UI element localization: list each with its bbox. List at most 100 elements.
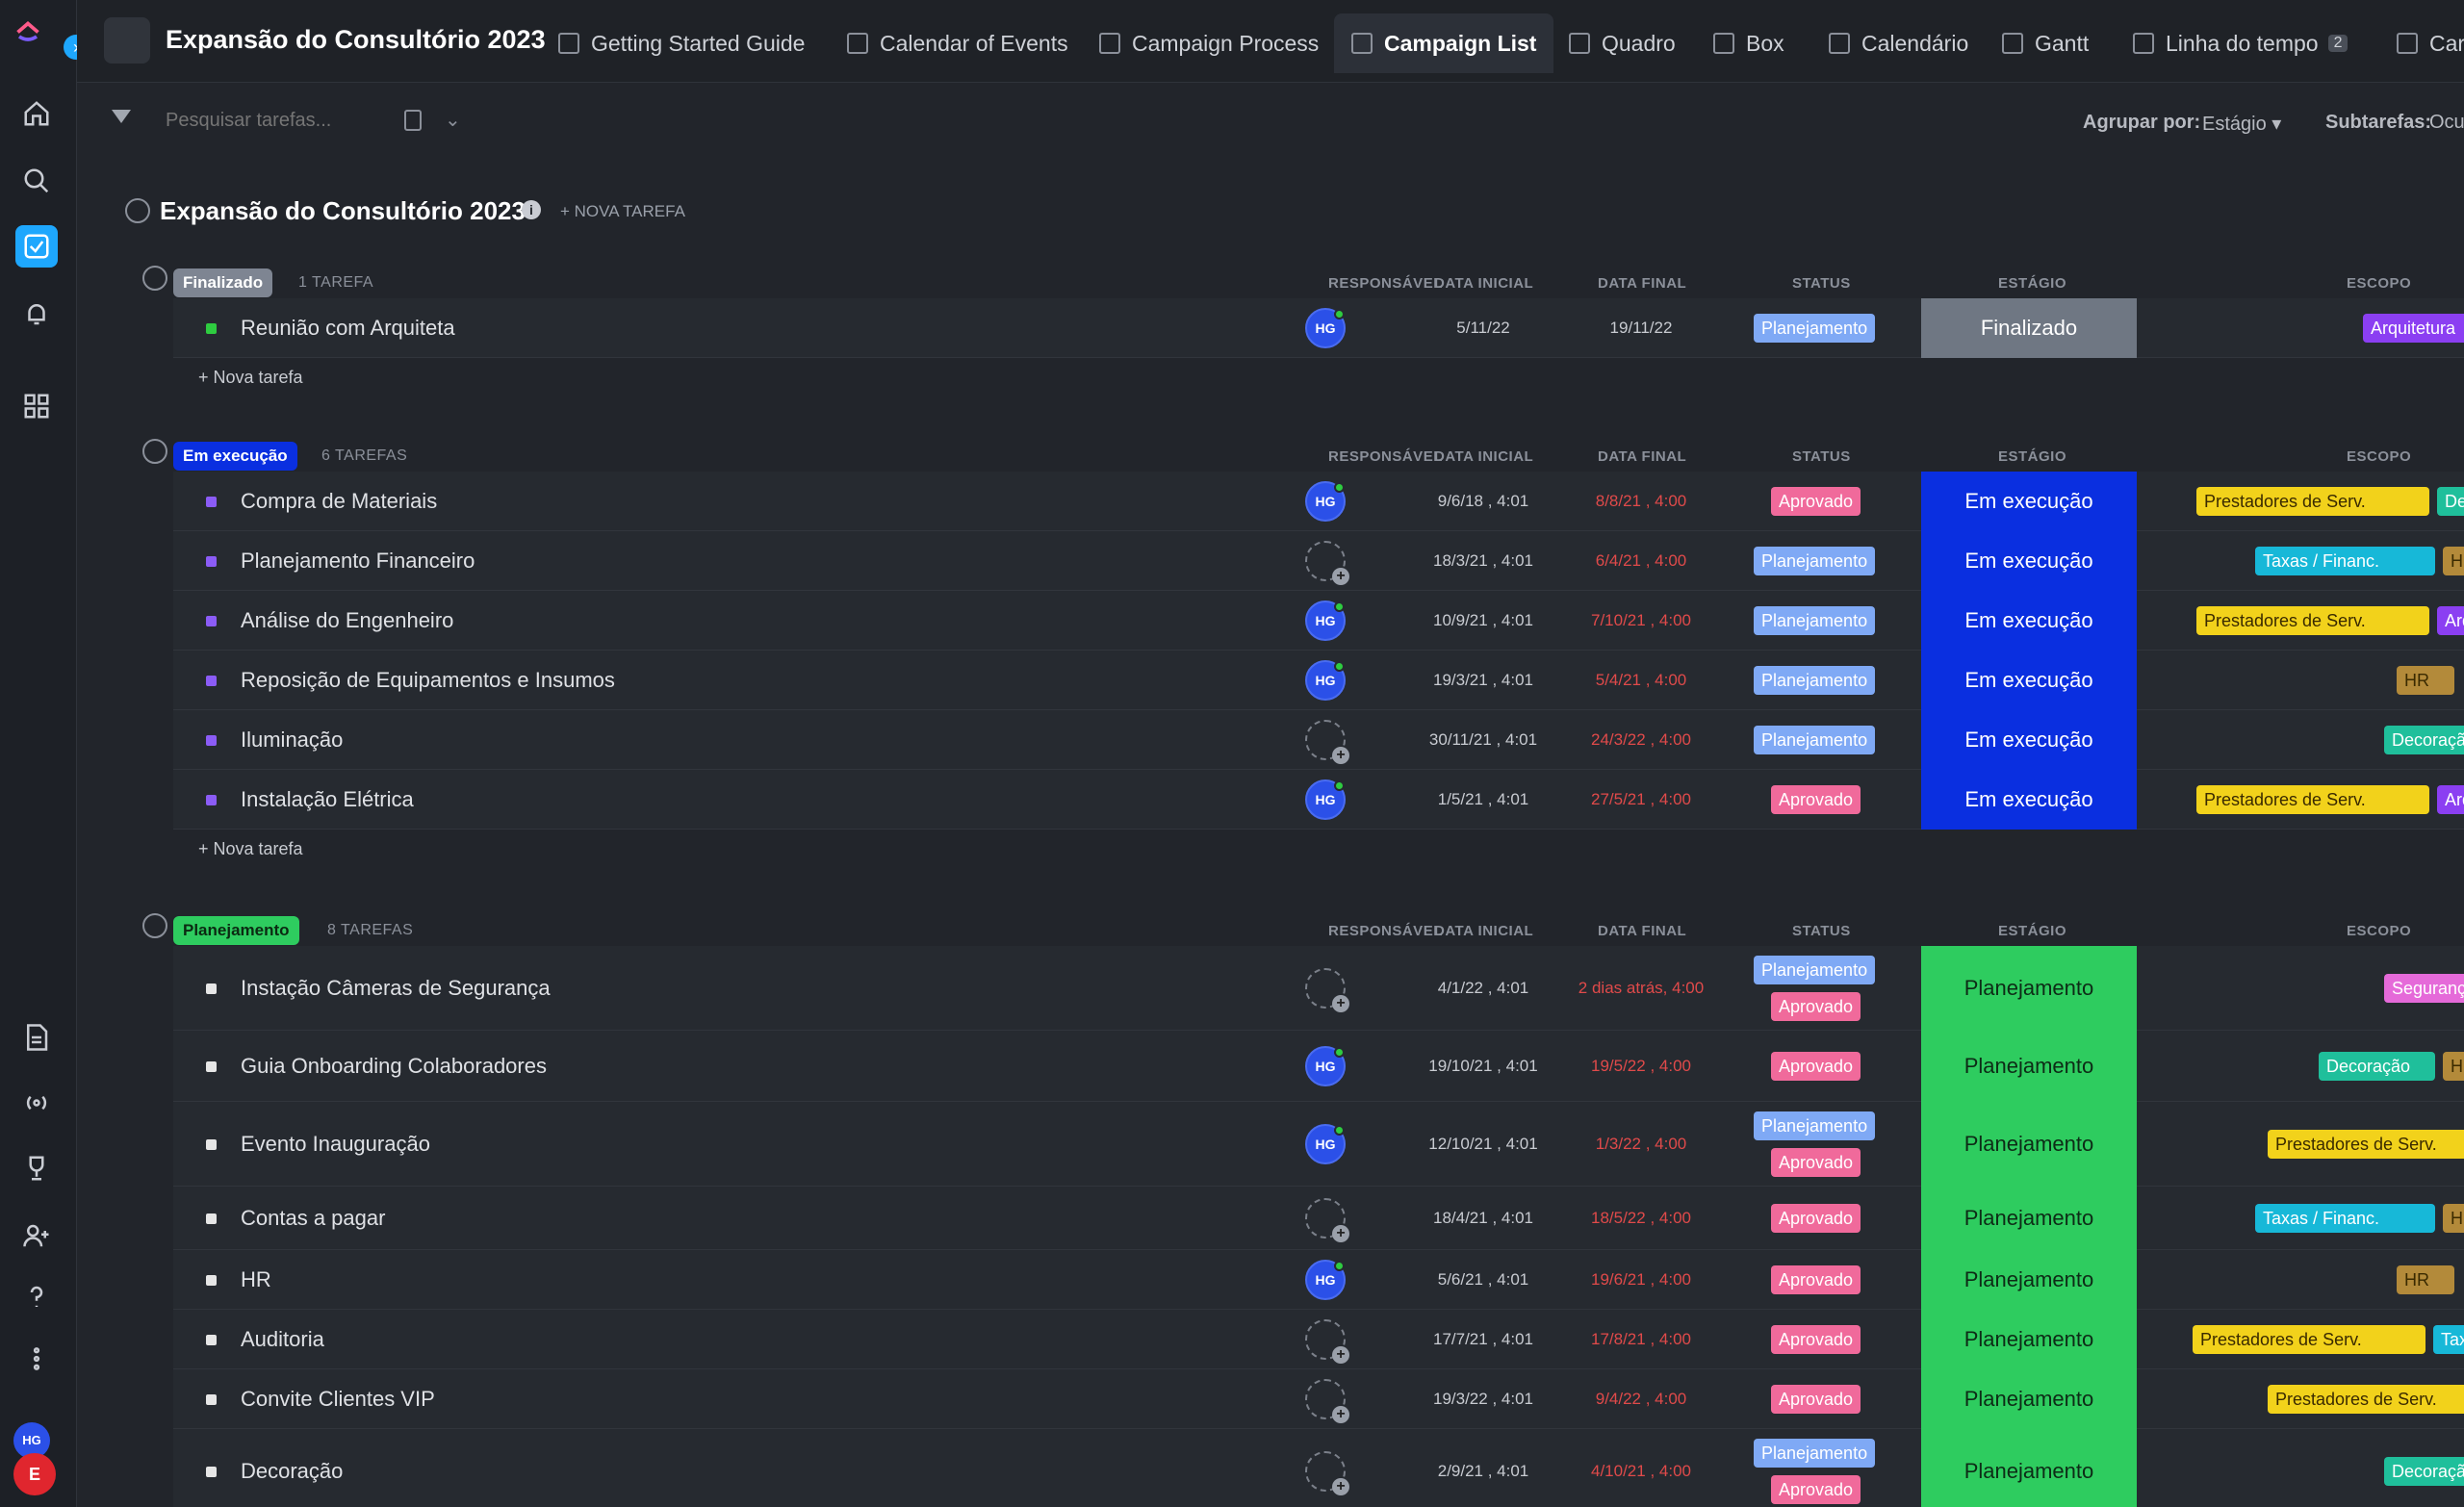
info-icon[interactable]: i bbox=[522, 200, 541, 219]
task-status-square[interactable] bbox=[206, 616, 217, 626]
new-task-row[interactable]: + Nova tarefa bbox=[198, 839, 303, 858]
project-icon[interactable] bbox=[104, 17, 150, 64]
group-by-select[interactable]: Estágio ▾ bbox=[2202, 114, 2282, 135]
collapse-list-icon[interactable] bbox=[125, 198, 150, 223]
stage-cell[interactable]: Em execução bbox=[1921, 591, 2137, 651]
stage-cell[interactable]: Planejamento bbox=[1921, 1031, 2137, 1102]
columns-icon[interactable] bbox=[404, 110, 422, 131]
task-name[interactable]: Iluminação bbox=[241, 728, 344, 752]
column-header-data_inicial[interactable]: DATA INICIAL bbox=[1434, 275, 1534, 292]
due-date[interactable]: 17/8/21 , 4:00 bbox=[1591, 1330, 1691, 1348]
tab-linha-do-tempo[interactable]: Linha do tempo 2 bbox=[2133, 13, 2348, 73]
column-header-estagio[interactable]: ESTÁGIO bbox=[1998, 275, 2067, 292]
due-date[interactable]: 7/10/21 , 4:00 bbox=[1591, 611, 1691, 629]
start-date[interactable]: 18/3/21 , 4:01 bbox=[1433, 551, 1533, 570]
search-icon[interactable] bbox=[15, 160, 58, 202]
task-name[interactable]: Convite Clientes VIP bbox=[241, 1387, 435, 1411]
status-pill[interactable]: Planejamento bbox=[1754, 1111, 1876, 1140]
task-status-square[interactable] bbox=[206, 1139, 217, 1150]
start-date[interactable]: 5/11/22 bbox=[1456, 319, 1510, 337]
tab-car[interactable]: Car bbox=[2397, 13, 2464, 73]
stage-cell[interactable]: Planejamento bbox=[1921, 1102, 2137, 1187]
new-task-button[interactable]: + NOVA TAREFA bbox=[560, 202, 685, 220]
scope-tag[interactable]: Prestadores de Serv. bbox=[2196, 487, 2429, 516]
stage-cell[interactable]: Em execução bbox=[1921, 770, 2137, 830]
scope-tag[interactable]: HR bbox=[2443, 1204, 2464, 1233]
home-icon[interactable] bbox=[15, 92, 58, 135]
start-date[interactable]: 12/10/21 , 4:01 bbox=[1428, 1135, 1538, 1153]
help-icon[interactable] bbox=[15, 1276, 58, 1318]
task-status-square[interactable] bbox=[206, 676, 217, 686]
start-date[interactable]: 19/10/21 , 4:01 bbox=[1428, 1057, 1538, 1075]
column-header-status[interactable]: STATUS bbox=[1792, 923, 1851, 939]
due-date[interactable]: 9/4/22 , 4:00 bbox=[1595, 1390, 1687, 1408]
scope-tag[interactable]: HR bbox=[2443, 1052, 2464, 1081]
stage-cell[interactable]: Em execução bbox=[1921, 710, 2137, 770]
start-date[interactable]: 5/6/21 , 4:01 bbox=[1437, 1270, 1529, 1289]
stage-cell[interactable]: Em execução bbox=[1921, 531, 2137, 591]
start-date[interactable]: 2/9/21 , 4:01 bbox=[1437, 1462, 1529, 1480]
scope-tag[interactable]: Taxas / Financ. bbox=[2255, 1204, 2435, 1233]
due-date[interactable]: 1/3/22 , 4:00 bbox=[1595, 1135, 1687, 1153]
stage-cell[interactable]: Planejamento bbox=[1921, 1429, 2137, 1507]
status-pill[interactable]: Planejamento bbox=[1754, 666, 1876, 695]
status-pill[interactable]: Aprovado bbox=[1771, 1204, 1861, 1233]
scope-tag[interactable]: Decoração bbox=[2384, 726, 2464, 754]
docs-icon[interactable] bbox=[15, 1016, 58, 1059]
status-pill[interactable]: Aprovado bbox=[1771, 487, 1861, 516]
scope-tag[interactable]: Prestadores de Serv. bbox=[2268, 1385, 2464, 1414]
assignee-avatar[interactable]: HG bbox=[1305, 308, 1346, 348]
task-name[interactable]: Análise do Engenheiro bbox=[241, 608, 454, 632]
assignee-avatar[interactable]: HG bbox=[1305, 1260, 1346, 1300]
new-task-row[interactable]: + Nova tarefa bbox=[198, 368, 303, 387]
column-header-estagio[interactable]: ESTÁGIO bbox=[1998, 448, 2067, 465]
task-name[interactable]: Evento Inauguração bbox=[241, 1132, 430, 1156]
task-status-square[interactable] bbox=[206, 1213, 217, 1224]
stage-cell[interactable]: Em execução bbox=[1921, 472, 2137, 531]
column-header-escopo[interactable]: ESCOPO bbox=[2347, 448, 2412, 465]
status-pill[interactable]: Planejamento bbox=[1754, 1439, 1876, 1468]
start-date[interactable]: 1/5/21 , 4:01 bbox=[1437, 790, 1529, 808]
scope-tag[interactable]: Taxas / Fin bbox=[2433, 1325, 2464, 1354]
due-date[interactable]: 5/4/21 , 4:00 bbox=[1595, 671, 1687, 689]
invite-people-icon[interactable] bbox=[15, 1214, 58, 1257]
scope-tag[interactable]: HR bbox=[2443, 547, 2464, 575]
assignee-avatar[interactable]: HG bbox=[1305, 600, 1346, 641]
tab-gantt[interactable]: Gantt bbox=[2002, 13, 2089, 73]
scope-tag[interactable]: Arqu bbox=[2437, 606, 2464, 635]
stage-cell[interactable]: Em execução bbox=[1921, 651, 2137, 710]
stage-cell[interactable]: Planejamento bbox=[1921, 1187, 2137, 1250]
column-header-data_final[interactable]: DATA FINAL bbox=[1598, 923, 1687, 939]
collapse-group-icon[interactable] bbox=[142, 439, 167, 464]
dashboards-icon[interactable] bbox=[15, 385, 58, 427]
notifications-icon[interactable] bbox=[15, 293, 58, 335]
due-date[interactable]: 8/8/21 , 4:00 bbox=[1595, 492, 1687, 510]
status-pill[interactable]: Planejamento bbox=[1754, 606, 1876, 635]
assignee-avatar[interactable]: HG bbox=[1305, 660, 1346, 701]
status-pill[interactable]: Planejamento bbox=[1754, 956, 1876, 984]
start-date[interactable]: 30/11/21 , 4:01 bbox=[1428, 730, 1538, 749]
task-name[interactable]: Instalação Elétrica bbox=[241, 787, 414, 811]
status-pill[interactable]: Aprovado bbox=[1771, 785, 1861, 814]
assignee-avatar[interactable]: HG bbox=[1305, 1124, 1346, 1164]
filter-icon[interactable] bbox=[112, 110, 131, 129]
tab-calendario[interactable]: Calendário bbox=[1829, 13, 1968, 73]
due-date[interactable]: 18/5/22 , 4:00 bbox=[1591, 1209, 1691, 1227]
task-status-square[interactable] bbox=[206, 323, 217, 334]
due-date[interactable]: 4/10/21 , 4:00 bbox=[1591, 1462, 1691, 1480]
column-header-escopo[interactable]: ESCOPO bbox=[2347, 923, 2412, 939]
scope-tag[interactable]: Deco bbox=[2437, 487, 2464, 516]
column-header-responsavel[interactable]: RESPONSÁVEL bbox=[1328, 923, 1443, 939]
assignee-avatar[interactable]: HG bbox=[1305, 1046, 1346, 1086]
due-date[interactable]: 27/5/21 , 4:00 bbox=[1591, 790, 1691, 808]
column-header-data_inicial[interactable]: DATA INICIAL bbox=[1434, 448, 1534, 465]
collapse-group-icon[interactable] bbox=[142, 913, 167, 938]
status-pill[interactable]: Planejamento bbox=[1754, 547, 1876, 575]
task-name[interactable]: Reunião com Arquiteta bbox=[241, 316, 455, 340]
status-pill[interactable]: Aprovado bbox=[1771, 1475, 1861, 1504]
task-status-square[interactable] bbox=[206, 1275, 217, 1286]
status-pill[interactable]: Aprovado bbox=[1771, 1148, 1861, 1177]
task-name[interactable]: HR bbox=[241, 1267, 271, 1291]
search-input[interactable] bbox=[166, 104, 377, 137]
start-date[interactable]: 19/3/22 , 4:01 bbox=[1433, 1390, 1533, 1408]
